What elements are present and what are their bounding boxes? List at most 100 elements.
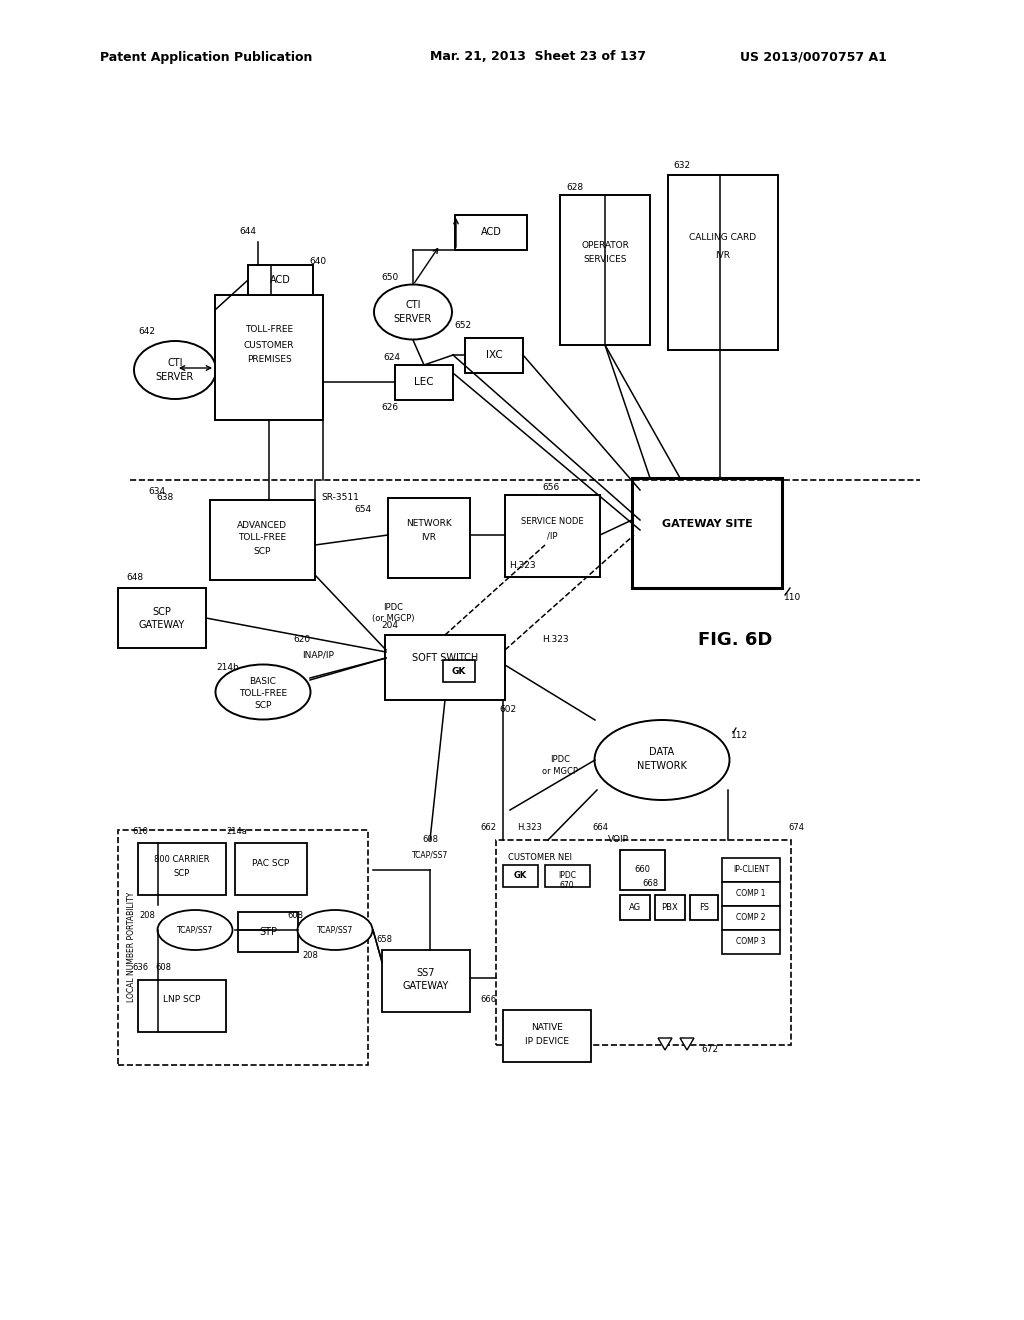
Bar	[503, 865, 538, 887]
Bar	[443, 660, 475, 682]
Text: IP-CLIENT: IP-CLIENT	[733, 866, 769, 874]
Bar	[632, 478, 782, 587]
Bar	[620, 895, 650, 920]
Polygon shape	[680, 1038, 694, 1049]
Text: 640: 640	[309, 257, 327, 267]
Text: SERVER: SERVER	[156, 372, 195, 381]
Text: SCP: SCP	[153, 607, 171, 616]
Text: 214b: 214b	[217, 664, 240, 672]
Text: 626: 626	[381, 403, 398, 412]
Bar	[395, 366, 453, 400]
Text: INAP/IP: INAP/IP	[302, 651, 334, 660]
Bar	[655, 895, 685, 920]
Text: SCP: SCP	[174, 869, 190, 878]
Text: NETWORK: NETWORK	[637, 762, 687, 771]
Text: PBX: PBX	[662, 903, 678, 912]
Text: IPDC: IPDC	[558, 871, 575, 880]
Bar	[138, 843, 226, 895]
Bar	[455, 215, 527, 249]
Text: BASIC: BASIC	[250, 677, 276, 686]
Text: US 2013/0070757 A1: US 2013/0070757 A1	[740, 50, 887, 63]
Polygon shape	[658, 1038, 672, 1049]
Text: 602: 602	[500, 705, 516, 714]
Text: Patent Application Publication: Patent Application Publication	[100, 50, 312, 63]
Text: 660: 660	[634, 866, 650, 874]
Text: PAC SCP: PAC SCP	[252, 858, 290, 867]
Text: FS: FS	[699, 903, 709, 912]
Text: 214a: 214a	[226, 826, 248, 836]
Text: IXC: IXC	[485, 350, 503, 360]
Text: CTI: CTI	[406, 300, 421, 310]
Text: 668: 668	[642, 879, 658, 887]
Text: 644: 644	[240, 227, 256, 236]
Bar	[545, 865, 590, 887]
Text: 658: 658	[376, 936, 392, 945]
Text: LNP SCP: LNP SCP	[163, 995, 201, 1005]
Text: H.323: H.323	[542, 635, 568, 644]
Ellipse shape	[298, 909, 373, 950]
Bar	[385, 635, 505, 700]
Text: IVR: IVR	[716, 251, 730, 260]
Text: TCAP/SS7: TCAP/SS7	[177, 925, 213, 935]
Text: 624: 624	[384, 352, 400, 362]
Bar	[118, 587, 206, 648]
Text: IVR: IVR	[422, 533, 436, 543]
Text: TCAP/SS7: TCAP/SS7	[412, 850, 449, 859]
Text: NETWORK: NETWORK	[407, 519, 452, 528]
Text: 632: 632	[674, 161, 690, 169]
Text: 666: 666	[480, 995, 496, 1005]
Text: 800 CARRIER: 800 CARRIER	[155, 855, 210, 865]
Text: 208: 208	[302, 950, 317, 960]
Text: 112: 112	[731, 730, 749, 739]
Text: PREMISES: PREMISES	[247, 355, 292, 364]
Text: COMP 3: COMP 3	[736, 937, 766, 946]
Text: 608: 608	[287, 911, 303, 920]
Text: 650: 650	[381, 273, 398, 282]
Text: NATIVE: NATIVE	[531, 1023, 563, 1032]
Ellipse shape	[158, 909, 232, 950]
Text: ACD: ACD	[480, 227, 502, 238]
Text: GK: GK	[452, 667, 466, 676]
Text: 638: 638	[157, 492, 174, 502]
Text: ADVANCED: ADVANCED	[237, 520, 287, 529]
Text: GK: GK	[513, 871, 526, 880]
Text: CTI: CTI	[167, 358, 182, 368]
Text: VOIP: VOIP	[607, 836, 629, 845]
Bar	[505, 495, 600, 577]
Bar	[722, 882, 780, 906]
Text: 664: 664	[592, 824, 608, 833]
Text: 670: 670	[560, 882, 574, 891]
Text: 656: 656	[543, 483, 560, 491]
Bar	[234, 843, 307, 895]
Text: IP DEVICE: IP DEVICE	[525, 1038, 569, 1047]
Text: H.323: H.323	[517, 824, 543, 833]
Text: OPERATOR: OPERATOR	[581, 240, 629, 249]
Bar	[118, 830, 368, 1065]
Bar	[388, 498, 470, 578]
Text: 652: 652	[455, 321, 472, 330]
Text: ACD: ACD	[269, 275, 291, 285]
Text: GATEWAY SITE: GATEWAY SITE	[662, 519, 753, 529]
Ellipse shape	[374, 285, 452, 339]
Ellipse shape	[215, 664, 310, 719]
Text: LEC: LEC	[414, 378, 434, 387]
Ellipse shape	[595, 719, 729, 800]
Bar	[215, 294, 323, 420]
Text: CALLING CARD: CALLING CARD	[689, 234, 757, 243]
Text: CUSTOMER: CUSTOMER	[244, 341, 294, 350]
Text: COMP 1: COMP 1	[736, 890, 766, 899]
Text: 620: 620	[294, 635, 310, 644]
Text: AG: AG	[629, 903, 641, 912]
Text: COMP 2: COMP 2	[736, 913, 766, 923]
Bar	[690, 895, 718, 920]
Text: 662: 662	[480, 824, 496, 833]
Ellipse shape	[134, 341, 216, 399]
Text: 110: 110	[784, 594, 802, 602]
Text: /IP: /IP	[547, 532, 557, 540]
Text: 654: 654	[354, 506, 372, 515]
Bar	[722, 931, 780, 954]
Text: 672: 672	[701, 1045, 719, 1055]
Text: GATEWAY: GATEWAY	[139, 620, 185, 630]
Text: 208: 208	[139, 911, 155, 920]
Text: FIG. 6D: FIG. 6D	[697, 631, 772, 649]
